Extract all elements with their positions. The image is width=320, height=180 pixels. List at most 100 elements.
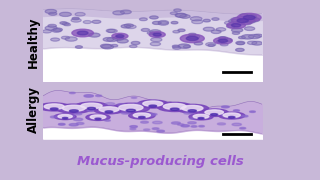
Circle shape (248, 15, 257, 18)
Circle shape (111, 44, 118, 47)
Circle shape (130, 128, 136, 130)
Circle shape (60, 108, 67, 110)
Circle shape (131, 97, 137, 98)
Circle shape (87, 110, 94, 111)
Circle shape (203, 19, 210, 22)
Text: Allergy: Allergy (27, 86, 40, 133)
Circle shape (62, 117, 68, 119)
Circle shape (180, 15, 190, 18)
Circle shape (152, 128, 159, 130)
Circle shape (189, 114, 213, 120)
Circle shape (244, 27, 255, 30)
Circle shape (76, 107, 81, 108)
Circle shape (59, 123, 65, 125)
Circle shape (75, 102, 108, 111)
Circle shape (228, 19, 239, 23)
Circle shape (205, 110, 223, 115)
Circle shape (166, 105, 172, 107)
Circle shape (105, 120, 110, 121)
Circle shape (143, 101, 163, 106)
Circle shape (69, 110, 78, 112)
Circle shape (121, 25, 131, 28)
Circle shape (242, 35, 254, 39)
Circle shape (175, 104, 183, 106)
Circle shape (58, 114, 72, 118)
Circle shape (149, 105, 156, 107)
Circle shape (45, 9, 57, 14)
Circle shape (144, 129, 150, 130)
Circle shape (45, 26, 57, 30)
Circle shape (62, 105, 85, 111)
Circle shape (61, 36, 69, 39)
Circle shape (199, 125, 204, 127)
Circle shape (189, 33, 196, 36)
Circle shape (153, 121, 162, 124)
Circle shape (231, 18, 241, 21)
Circle shape (175, 13, 186, 17)
Circle shape (60, 22, 67, 24)
Circle shape (180, 34, 204, 43)
Circle shape (176, 104, 209, 113)
Circle shape (190, 17, 202, 21)
Circle shape (128, 106, 137, 108)
Circle shape (250, 111, 255, 112)
Circle shape (158, 21, 169, 24)
Circle shape (248, 18, 260, 22)
Circle shape (83, 21, 92, 23)
Circle shape (108, 29, 117, 33)
Circle shape (130, 126, 137, 128)
Circle shape (146, 114, 155, 116)
Circle shape (158, 22, 168, 25)
Circle shape (171, 21, 178, 24)
Circle shape (113, 37, 124, 40)
Circle shape (172, 45, 180, 48)
Circle shape (69, 123, 78, 126)
Circle shape (133, 113, 150, 118)
Circle shape (191, 126, 197, 127)
Circle shape (51, 116, 58, 118)
Circle shape (211, 114, 218, 116)
Circle shape (112, 33, 128, 39)
Circle shape (54, 114, 76, 120)
Circle shape (231, 17, 254, 25)
Circle shape (173, 31, 180, 33)
Circle shape (237, 42, 244, 45)
Circle shape (53, 28, 62, 31)
Circle shape (81, 103, 102, 109)
Circle shape (105, 111, 113, 113)
Circle shape (65, 37, 77, 41)
Circle shape (219, 112, 245, 119)
Circle shape (77, 31, 88, 35)
Circle shape (189, 118, 195, 119)
Circle shape (192, 20, 203, 24)
Circle shape (163, 103, 186, 109)
Circle shape (94, 106, 124, 114)
Circle shape (173, 108, 181, 110)
Circle shape (130, 45, 137, 48)
Circle shape (86, 114, 110, 120)
Circle shape (103, 38, 114, 41)
Circle shape (48, 24, 56, 27)
Circle shape (170, 108, 179, 110)
Circle shape (51, 38, 60, 41)
Circle shape (236, 48, 244, 51)
Circle shape (117, 103, 125, 106)
Circle shape (228, 116, 235, 118)
Circle shape (150, 42, 161, 46)
Circle shape (188, 35, 200, 39)
Circle shape (184, 112, 193, 114)
Circle shape (249, 17, 257, 20)
Circle shape (153, 21, 161, 24)
Circle shape (64, 23, 70, 26)
Circle shape (240, 14, 248, 17)
Circle shape (219, 37, 228, 40)
Circle shape (143, 114, 150, 116)
Circle shape (138, 100, 168, 108)
Circle shape (203, 27, 214, 31)
Circle shape (188, 122, 196, 124)
Circle shape (200, 109, 228, 116)
Circle shape (222, 106, 229, 108)
Circle shape (220, 43, 228, 46)
Circle shape (74, 113, 82, 115)
Circle shape (232, 117, 237, 118)
